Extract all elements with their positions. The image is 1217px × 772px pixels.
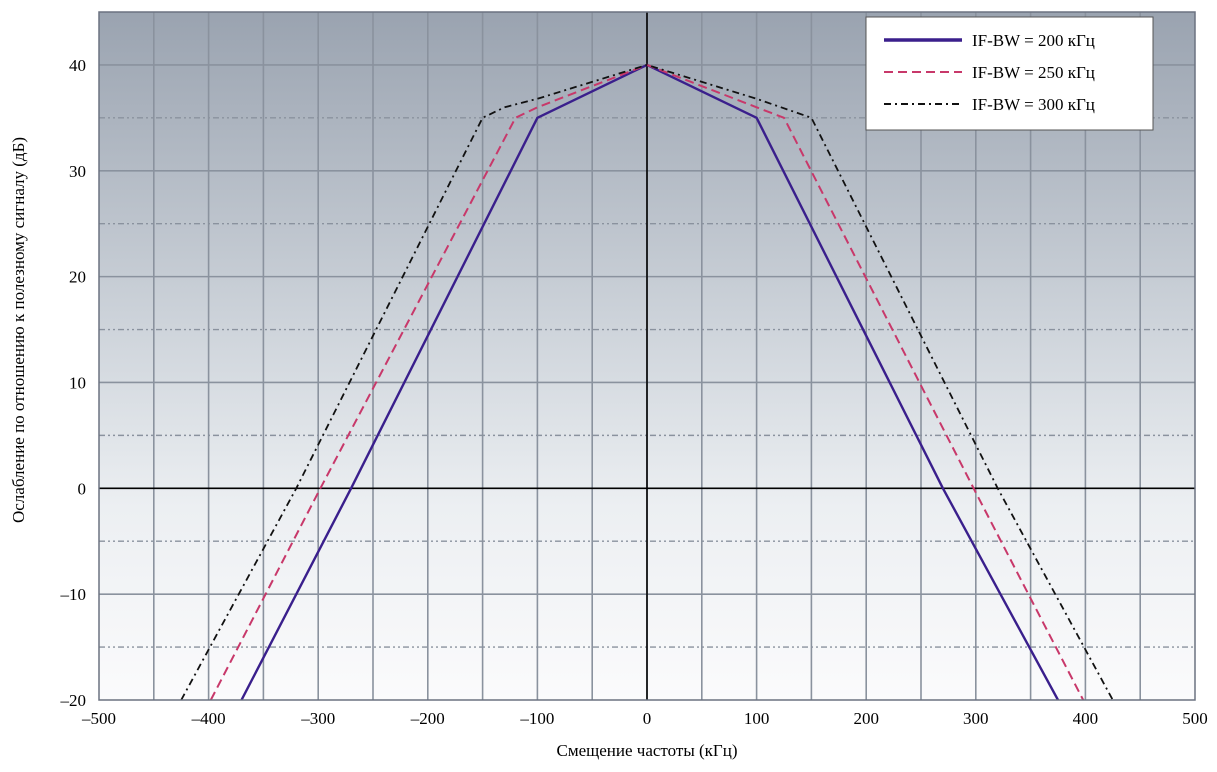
x-tick-label: 500 bbox=[1182, 709, 1208, 728]
x-tick-labels: –500 –400 –300 –200 –100 0 100 200 300 400 500 bbox=[81, 709, 1208, 728]
plot-frame bbox=[98, 11, 1196, 701]
x-tick-label: –200 bbox=[410, 709, 445, 728]
legend-label-1: IF-BW = 200 кГц bbox=[972, 31, 1095, 50]
x-tick-label: 400 bbox=[1073, 709, 1099, 728]
zero-axes bbox=[99, 12, 1195, 700]
y-tick-label: –20 bbox=[60, 691, 87, 710]
series-line-3 bbox=[180, 64, 1114, 700]
x-tick-label: –100 bbox=[519, 709, 554, 728]
x-tick-label: 200 bbox=[853, 709, 879, 728]
y-tick-label: 10 bbox=[69, 373, 86, 392]
y-tick-label: 20 bbox=[69, 268, 86, 287]
y-tick-label: 30 bbox=[69, 162, 86, 181]
legend-label-3: IF-BW = 300 кГц bbox=[972, 95, 1095, 114]
x-tick-label: 0 bbox=[643, 709, 652, 728]
y-tick-label: 0 bbox=[78, 479, 87, 498]
y-tick-label: –10 bbox=[60, 585, 87, 604]
legend: IF-BW = 200 кГц IF-BW = 250 кГц IF-BW = 30… bbox=[865, 16, 1154, 131]
legend-box bbox=[865, 16, 1154, 131]
y-tick-label: 40 bbox=[69, 56, 86, 75]
x-tick-label: –300 bbox=[300, 709, 335, 728]
x-tick-label: 100 bbox=[744, 709, 770, 728]
y-tick-labels: –20 –10 0 10 20 30 40 bbox=[60, 56, 87, 710]
x-axis-title: Смещение частоты (кГц) bbox=[557, 741, 738, 760]
series-layer bbox=[180, 63, 1114, 700]
x-tick-label: –500 bbox=[81, 709, 116, 728]
x-tick-label: 300 bbox=[963, 709, 989, 728]
y-axis-title: Ослабление по отношению к полезному сигн… bbox=[9, 137, 28, 523]
x-tick-label: –400 bbox=[191, 709, 226, 728]
legend-label-2: IF-BW = 250 кГц bbox=[972, 63, 1095, 82]
